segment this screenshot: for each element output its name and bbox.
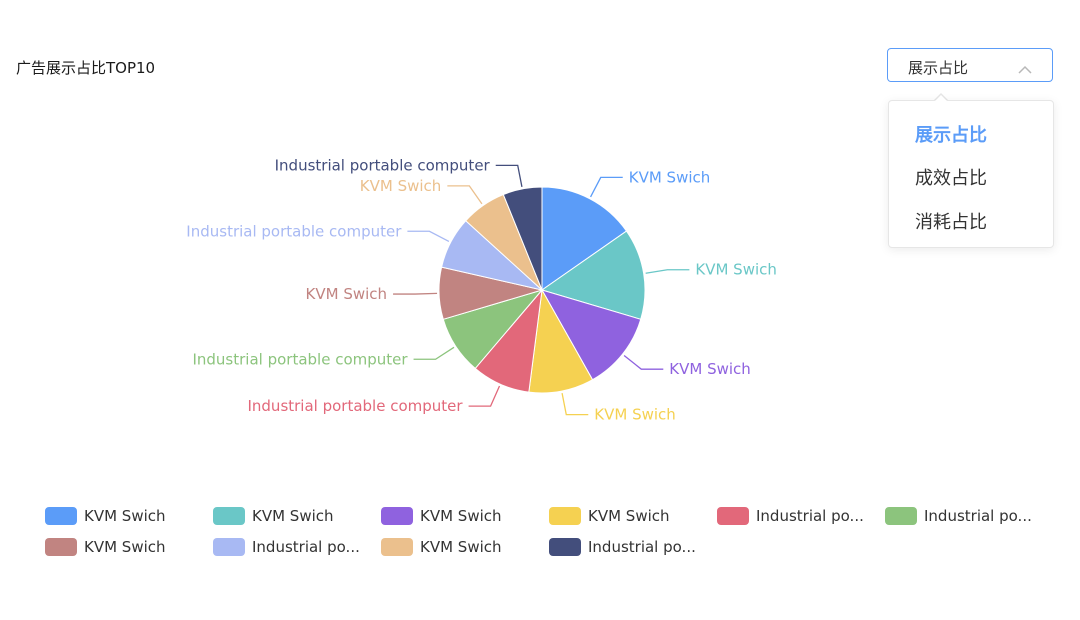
- legend-label: Industrial po...: [924, 507, 1032, 525]
- legend-swatch: [885, 507, 917, 525]
- legend-swatch: [549, 538, 581, 556]
- slice-label-5: Industrial portable computer: [247, 397, 463, 415]
- label-line-9: [447, 185, 483, 205]
- label-line-1: [589, 176, 623, 198]
- slice-label-7: KVM Swich: [306, 285, 388, 303]
- option-spend-ratio[interactable]: 消耗占比: [915, 212, 987, 233]
- slice-label-3: KVM Swich: [669, 360, 751, 378]
- pie-slice-3[interactable]: [540, 289, 642, 381]
- metric-select[interactable]: 展示占比: [887, 48, 1053, 82]
- legend-swatch: [717, 507, 749, 525]
- option-conversion-ratio[interactable]: 成效占比: [915, 168, 987, 189]
- slice-label-1: KVM Swich: [629, 168, 711, 186]
- label-line-2: [645, 269, 690, 274]
- legend-label: Industrial po...: [252, 538, 360, 556]
- select-value: 展示占比: [908, 59, 969, 77]
- pie-chart: KVM Swich KVM Swich KVM Swich KVM Swich Indu…: [186, 156, 777, 424]
- slice-label-9: KVM Swich: [360, 177, 442, 195]
- label-line-7: [393, 292, 438, 295]
- slice-label-6: Industrial portable computer: [192, 350, 408, 368]
- label-line-5: [468, 385, 501, 407]
- legend-swatch: [213, 538, 245, 556]
- legend-swatch: [45, 507, 77, 525]
- label-line-8: [407, 230, 450, 243]
- legend-label: KVM Swich: [84, 538, 166, 556]
- legend-swatch: [45, 538, 77, 556]
- legend-label: KVM Swich: [252, 507, 334, 525]
- chevron-up-icon: [1018, 60, 1032, 79]
- pie-slice-1[interactable]: [541, 186, 628, 291]
- legend-label: KVM Swich: [420, 507, 502, 525]
- label-line-6: [413, 346, 455, 360]
- legend-swatch: [381, 538, 413, 556]
- slice-label-4: KVM Swich: [594, 406, 676, 424]
- legend-label: KVM Swich: [84, 507, 166, 525]
- slice-label-2: KVM Swich: [695, 261, 777, 279]
- legend-swatch: [381, 507, 413, 525]
- option-display-ratio[interactable]: 展示占比: [915, 125, 987, 146]
- label-line-10: [495, 164, 523, 188]
- legend-label: Industrial po...: [588, 538, 696, 556]
- legend-swatch: [213, 507, 245, 525]
- legend-swatch: [549, 507, 581, 525]
- label-line-3: [623, 354, 664, 370]
- slice-label-8: Industrial portable computer: [186, 222, 402, 240]
- legend-label: KVM Swich: [588, 507, 670, 525]
- chart-title: 广告展示占比TOP10: [16, 59, 156, 77]
- legend-label: KVM Swich: [420, 538, 502, 556]
- metric-dropdown: 展示占比 成效占比 消耗占比: [888, 100, 1054, 248]
- legend-label: Industrial po...: [756, 507, 864, 525]
- slice-label-10: Industrial portable computer: [275, 156, 491, 174]
- pie-slice-10[interactable]: [502, 186, 543, 291]
- label-line-4: [561, 392, 589, 416]
